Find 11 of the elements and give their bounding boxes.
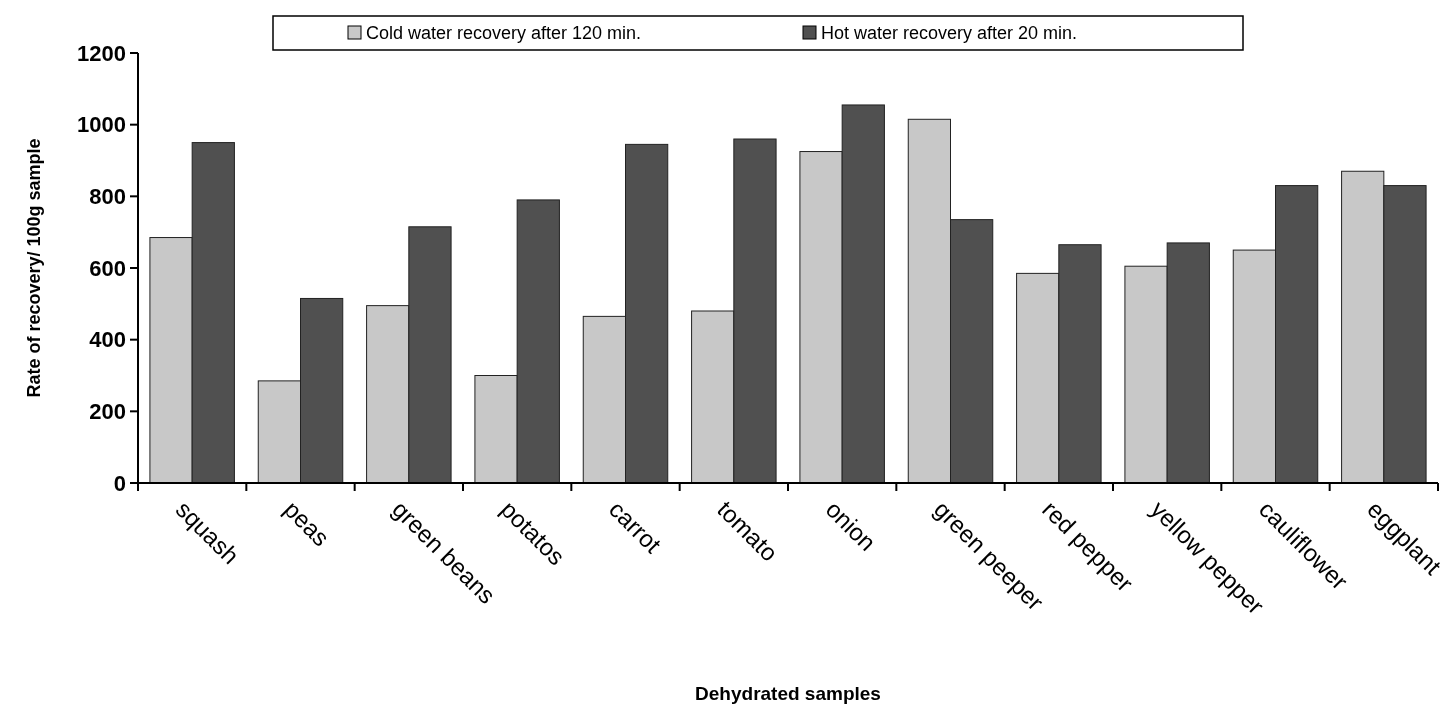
legend-label: Cold water recovery after 120 min. (366, 23, 642, 44)
legend-label: Hot water recovery after 20 min. (821, 23, 1078, 44)
x-axis-title: Dehydrated samples (695, 683, 881, 704)
y-tick-label: 400 (89, 327, 126, 353)
y-tick-label: 600 (89, 255, 126, 281)
y-axis-title: Rate of recovery/ 100g sample (24, 138, 44, 398)
y-tick-label: 1200 (77, 40, 126, 66)
y-tick-label: 800 (89, 184, 126, 210)
y-tick-label: 1000 (77, 112, 126, 138)
y-tick-label: 200 (89, 399, 126, 425)
y-tick-label: 0 (113, 470, 126, 496)
